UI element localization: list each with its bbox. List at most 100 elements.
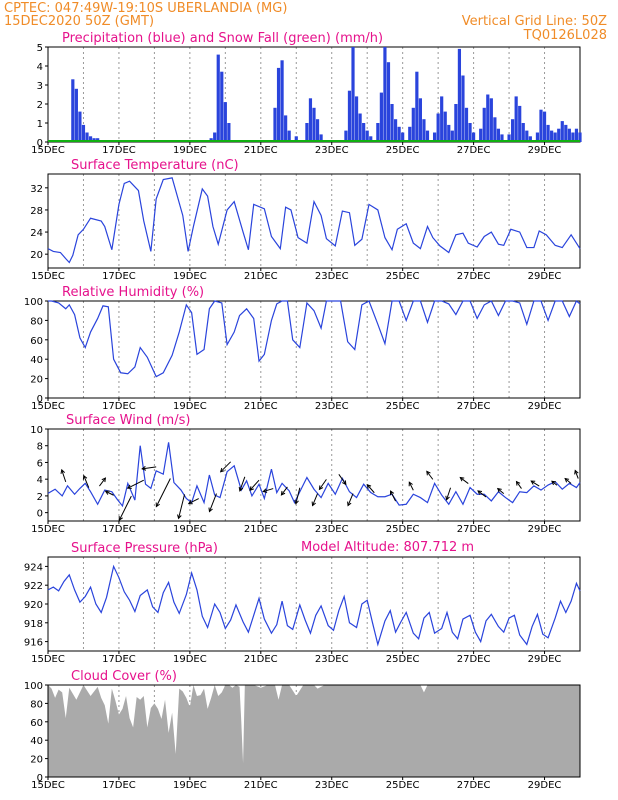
precip-bar bbox=[564, 124, 568, 142]
rh-ytick-label: 20 bbox=[30, 375, 43, 386]
wind-arrow bbox=[239, 476, 246, 492]
precip-bar bbox=[493, 117, 497, 142]
rh-xtick-label: 21DEC bbox=[244, 401, 278, 412]
rh-frame bbox=[47, 300, 581, 399]
wind-arrow bbox=[127, 479, 144, 489]
wind-ytick-label: 6 bbox=[37, 458, 43, 469]
wind-arrow bbox=[178, 494, 186, 519]
precip-bar bbox=[518, 105, 522, 142]
wind-arrow-head bbox=[104, 490, 110, 495]
wind-arrow bbox=[574, 470, 579, 479]
wind-arrow-head bbox=[262, 488, 268, 493]
temp-xtick-label: 17DEC bbox=[102, 271, 136, 282]
precip-bar bbox=[457, 48, 462, 142]
wind-xtick-label: 25DEC bbox=[386, 524, 420, 535]
precip-bar bbox=[440, 96, 444, 142]
precip-bar bbox=[315, 119, 320, 142]
wind-arrow-head bbox=[564, 477, 570, 483]
precip-bar bbox=[393, 119, 398, 142]
precip-bar bbox=[535, 132, 540, 142]
wind-line bbox=[47, 442, 581, 508]
wind-ytick-label: 10 bbox=[30, 425, 43, 436]
press-ytick-label: 916 bbox=[24, 638, 43, 649]
precip-bar bbox=[578, 132, 582, 142]
press-title: Surface Pressure (hPa) bbox=[71, 541, 218, 556]
precip-bar bbox=[415, 71, 419, 142]
precip-bar bbox=[539, 109, 543, 142]
precip-bar bbox=[354, 96, 359, 142]
precip-bar bbox=[408, 126, 412, 142]
wind-ytick-label: 0 bbox=[37, 509, 43, 520]
wind-xtick-label: 29DEC bbox=[528, 524, 562, 535]
precip-bar bbox=[213, 132, 217, 142]
precip-bar bbox=[468, 123, 472, 142]
wind-title: Surface Wind (m/s) bbox=[66, 413, 190, 428]
wind-arrow-head bbox=[574, 469, 579, 475]
precip-bar bbox=[500, 134, 504, 142]
cloud-chart: 0 20 40 60 80 100 15DEC 17DEC 19DEC 21DEC 23DEC 25D… bbox=[24, 669, 581, 791]
precip-ytick-label: 0 bbox=[37, 138, 43, 149]
wind-arrow bbox=[551, 480, 558, 486]
precip-bar bbox=[553, 132, 557, 142]
rh-ytick-label: 0 bbox=[37, 394, 43, 405]
wind-arrow bbox=[142, 466, 157, 470]
wind-arrow-head bbox=[426, 470, 431, 476]
press-chart: 916 918 920 922 924 15DEC 17DEC 19DEC 21DEC 23DEC… bbox=[24, 541, 581, 665]
wind-xtick-label: 27DEC bbox=[457, 524, 491, 535]
precip-chart: 0 1 2 3 4 5 15DEC 17DEC 19DEC 21DEC 23DEC 25DEC 27DE… bbox=[31, 31, 582, 156]
cloud-ytick-label: 40 bbox=[30, 736, 43, 747]
wind-arrow bbox=[188, 498, 199, 505]
precip-bar bbox=[489, 98, 493, 142]
precip-xtick-label: 23DEC bbox=[315, 145, 349, 156]
precip-bar bbox=[223, 102, 227, 142]
precip-bar bbox=[220, 71, 224, 142]
precip-bar bbox=[560, 121, 564, 142]
wind-arrow-head bbox=[118, 516, 123, 522]
precip-bar bbox=[472, 132, 476, 142]
temp-xtick-label: 19DEC bbox=[173, 271, 207, 282]
wind-arrow bbox=[390, 490, 397, 502]
precip-bar bbox=[521, 123, 525, 142]
wind-ytick-label: 4 bbox=[37, 475, 43, 486]
precip-bar bbox=[464, 107, 469, 142]
temp-xtick-label: 15DEC bbox=[31, 271, 65, 282]
wind-arrow-head bbox=[347, 501, 352, 507]
precip-bar bbox=[550, 130, 554, 142]
rh-xtick-label: 19DEC bbox=[173, 401, 207, 412]
precip-bar bbox=[525, 130, 529, 142]
precip-bar bbox=[432, 132, 437, 142]
wind-ytick-label: 2 bbox=[37, 492, 43, 503]
precip-bar bbox=[85, 132, 89, 142]
precip-bar bbox=[450, 130, 454, 142]
press-xtick-label: 21DEC bbox=[244, 654, 278, 665]
precip-bar bbox=[319, 134, 323, 142]
precip-bar bbox=[514, 96, 518, 142]
cloud-xtick-label: 29DEC bbox=[528, 780, 562, 791]
wind-arrow bbox=[61, 469, 67, 483]
wind-arrow-head bbox=[311, 501, 316, 507]
press-xtick-label: 23DEC bbox=[315, 654, 349, 665]
header-model-id: TQ0126L028 bbox=[523, 28, 607, 43]
rh-xtick-label: 27DEC bbox=[457, 401, 491, 412]
precip-bar bbox=[88, 136, 93, 142]
precip-bar bbox=[273, 107, 277, 142]
rh-ytick-label: 80 bbox=[30, 316, 43, 327]
cloud-xtick-label: 15DEC bbox=[31, 780, 65, 791]
temp-xtick-label: 21DEC bbox=[244, 271, 278, 282]
rh-title: Relative Humidity (%) bbox=[62, 285, 204, 300]
cloud-ytick-label: 80 bbox=[30, 699, 43, 710]
wind-arrow bbox=[347, 493, 354, 506]
wind-arrow-head bbox=[294, 499, 299, 505]
wind-arrow-head bbox=[389, 490, 395, 496]
press-xtick-label: 29DEC bbox=[528, 654, 562, 665]
precip-bar bbox=[479, 128, 483, 142]
wind-xtick-label: 15DEC bbox=[31, 524, 65, 535]
wind-arrow bbox=[312, 493, 319, 506]
wind-xtick-label: 19DEC bbox=[173, 524, 207, 535]
rh-xtick-label: 29DEC bbox=[528, 401, 562, 412]
cloud-frame-top bbox=[47, 684, 581, 778]
press-ytick-label: 924 bbox=[24, 562, 43, 573]
precip-ytick-label: 1 bbox=[37, 119, 43, 130]
wind-arrow-head bbox=[126, 484, 132, 489]
